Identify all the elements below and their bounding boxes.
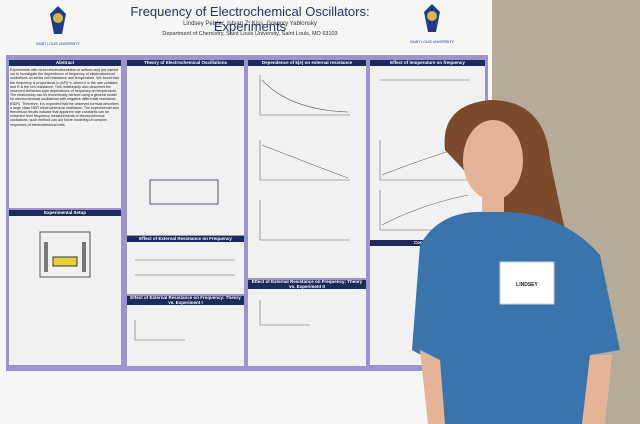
section-header: Abstract [9, 60, 121, 66]
section-header: Effect of External Resistance on Frequen… [248, 280, 366, 289]
panel [127, 60, 244, 235]
name-tag: LINDSEY [516, 282, 538, 288]
panel [127, 236, 244, 294]
affiliation: Department of Chemistry, Saint Louis Uni… [162, 31, 338, 37]
logo [424, 4, 440, 32]
logo-text: SAINT LOUIS UNIVERSITY [410, 40, 454, 44]
panel [127, 296, 244, 366]
section-header: Theory of Electrochemical Oscillations [127, 60, 244, 66]
panel [9, 210, 121, 365]
section-header: Effect of External Resistance on Frequen… [127, 236, 244, 242]
panel [248, 60, 366, 278]
authors: Lindsey Pelster, Istvan Z. Kiss, Gregory… [183, 21, 317, 27]
poster-title: Frequency of Electrochemical Oscillators… [130, 4, 370, 34]
panel [9, 60, 121, 208]
abstract-text: Experiments with nickel electrodissoluti… [10, 68, 119, 127]
setup-diagram [39, 231, 91, 278]
panel [248, 280, 366, 366]
section-header: Effect of External Resistance on Frequen… [127, 296, 244, 305]
section-header: Dependence of k(e) on external resistanc… [248, 60, 366, 66]
section-header: Effect of temperature on frequency [370, 60, 485, 66]
section-header: Experimental Setup [9, 210, 121, 216]
logo-text: SAINT LOUIS UNIVERSITY [36, 42, 80, 46]
logo [50, 6, 66, 34]
